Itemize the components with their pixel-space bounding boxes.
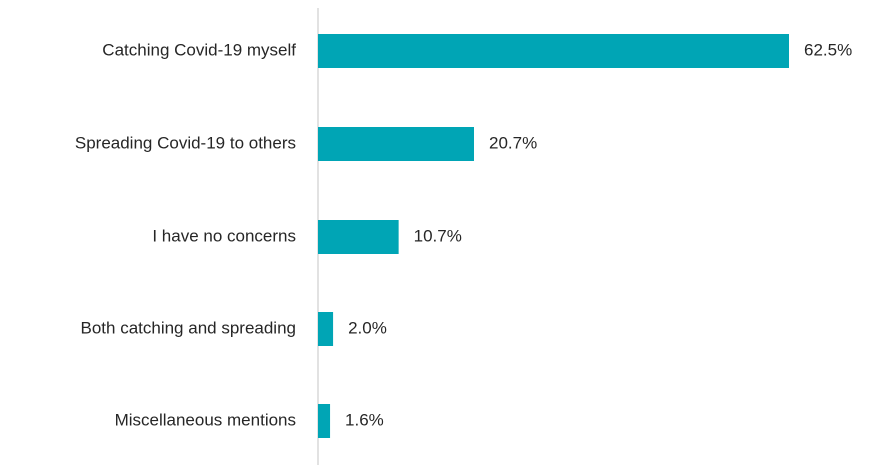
value-label-5: 1.6% bbox=[345, 410, 384, 429]
category-label-1: Catching Covid-19 myself bbox=[102, 40, 296, 59]
bar-4 bbox=[318, 312, 334, 346]
bar-5 bbox=[318, 404, 331, 438]
category-label-5: Miscellaneous mentions bbox=[115, 410, 296, 429]
bar-3 bbox=[318, 220, 399, 254]
value-labels-group: 62.5% 20.7% 10.7% 2.0% 1.6% bbox=[345, 40, 852, 429]
value-label-4: 2.0% bbox=[348, 318, 387, 337]
category-label-4: Both catching and spreading bbox=[81, 318, 297, 337]
category-label-2: Spreading Covid-19 to others bbox=[75, 133, 296, 152]
bar-2 bbox=[318, 127, 474, 161]
value-label-1: 62.5% bbox=[804, 40, 852, 59]
bar-1 bbox=[318, 34, 789, 68]
bars-group bbox=[318, 34, 789, 438]
value-label-2: 20.7% bbox=[489, 133, 537, 152]
category-labels-group: Catching Covid-19 myself Spreading Covid-… bbox=[75, 40, 296, 429]
value-label-3: 10.7% bbox=[414, 226, 462, 245]
category-label-3: I have no concerns bbox=[152, 226, 296, 245]
